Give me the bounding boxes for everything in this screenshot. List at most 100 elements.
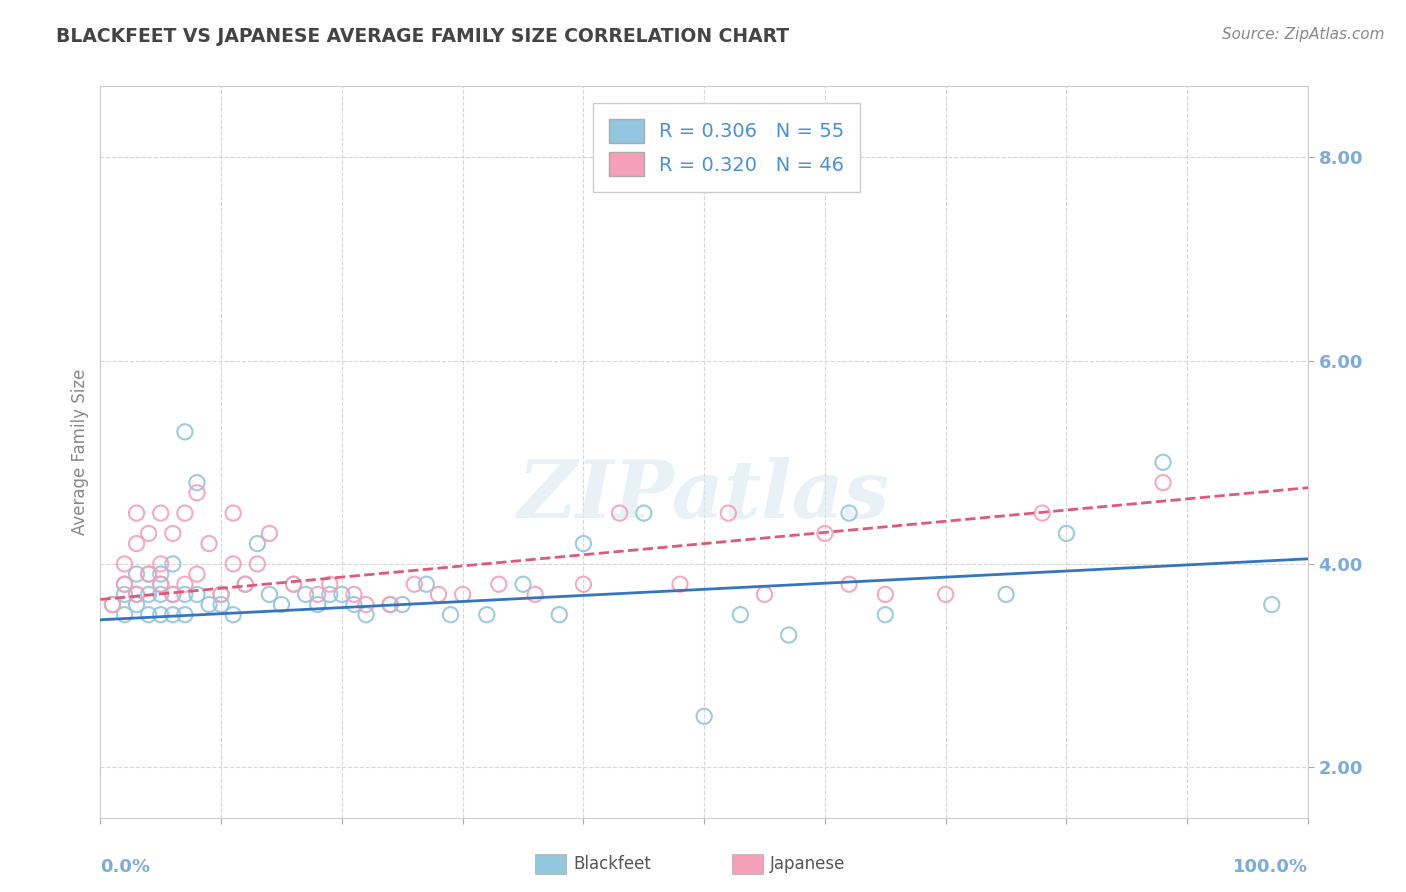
Point [1031, 506, 1053, 520]
Point [101, 598, 124, 612]
Point [125, 598, 148, 612]
Point [524, 587, 547, 601]
Point [162, 526, 184, 541]
Point [246, 557, 269, 571]
Point [1152, 455, 1174, 469]
Point [1054, 526, 1077, 541]
Point [283, 577, 305, 591]
Point [198, 598, 221, 612]
Point [754, 587, 776, 601]
Point [307, 598, 329, 612]
Point [343, 598, 366, 612]
Point [149, 577, 172, 591]
Point [162, 557, 184, 571]
Point [125, 536, 148, 550]
Point [380, 598, 402, 612]
Point [138, 567, 160, 582]
Point [173, 506, 195, 520]
Point [233, 577, 256, 591]
Point [259, 587, 281, 601]
Point [875, 607, 897, 622]
Text: Source: ZipAtlas.com: Source: ZipAtlas.com [1222, 27, 1385, 42]
Point [935, 587, 957, 601]
Point [572, 577, 595, 591]
Point [149, 506, 172, 520]
Point [149, 587, 172, 601]
Point [380, 598, 402, 612]
Point [875, 587, 897, 601]
Point [162, 607, 184, 622]
Point [101, 598, 124, 612]
Point [995, 587, 1018, 601]
Point [512, 577, 534, 591]
Text: ZIPatlas: ZIPatlas [517, 458, 890, 535]
Point [125, 567, 148, 582]
Point [572, 536, 595, 550]
Point [173, 607, 195, 622]
Text: BLACKFEET VS JAPANESE AVERAGE FAMILY SIZE CORRELATION CHART: BLACKFEET VS JAPANESE AVERAGE FAMILY SIZ… [56, 27, 789, 45]
Point [149, 557, 172, 571]
Point [319, 587, 342, 601]
Point [138, 567, 160, 582]
Legend: R = 0.306   N = 55, R = 0.320   N = 46: R = 0.306 N = 55, R = 0.320 N = 46 [593, 103, 860, 192]
Point [354, 598, 377, 612]
Point [114, 587, 136, 601]
Point [451, 587, 474, 601]
Point [114, 557, 136, 571]
Point [114, 607, 136, 622]
Point [259, 526, 281, 541]
Point [173, 587, 195, 601]
Point [294, 587, 316, 601]
Point [125, 506, 148, 520]
Point [138, 526, 160, 541]
Point [283, 577, 305, 591]
Text: 100.0%: 100.0% [1233, 858, 1308, 876]
Point [173, 425, 195, 439]
Point [838, 506, 860, 520]
Point [125, 587, 148, 601]
Point [1261, 598, 1284, 612]
Point [138, 607, 160, 622]
Point [693, 709, 716, 723]
Point [548, 607, 571, 622]
Point [186, 567, 208, 582]
Point [354, 607, 377, 622]
Point [173, 577, 195, 591]
Point [609, 506, 631, 520]
Point [633, 506, 655, 520]
Text: Japanese: Japanese [770, 855, 845, 873]
Point [1152, 475, 1174, 490]
Point [209, 587, 232, 601]
Point [149, 567, 172, 582]
Point [198, 536, 221, 550]
Y-axis label: Average Family Size: Average Family Size [72, 369, 89, 535]
Point [114, 577, 136, 591]
Point [270, 598, 292, 612]
Point [343, 587, 366, 601]
Point [415, 577, 437, 591]
Point [222, 607, 245, 622]
Text: 0.0%: 0.0% [100, 858, 150, 876]
Point [439, 607, 461, 622]
Point [209, 598, 232, 612]
Point [319, 577, 342, 591]
Point [814, 526, 837, 541]
Point [222, 506, 245, 520]
Point [114, 577, 136, 591]
Point [149, 577, 172, 591]
Point [778, 628, 800, 642]
Text: Blackfeet: Blackfeet [574, 855, 651, 873]
Point [209, 587, 232, 601]
Point [404, 577, 426, 591]
Point [186, 587, 208, 601]
Point [330, 587, 353, 601]
Point [138, 587, 160, 601]
Point [149, 607, 172, 622]
Point [186, 485, 208, 500]
Point [162, 587, 184, 601]
Point [669, 577, 692, 591]
Point [233, 577, 256, 591]
Point [730, 607, 752, 622]
Point [838, 577, 860, 591]
Point [475, 607, 498, 622]
